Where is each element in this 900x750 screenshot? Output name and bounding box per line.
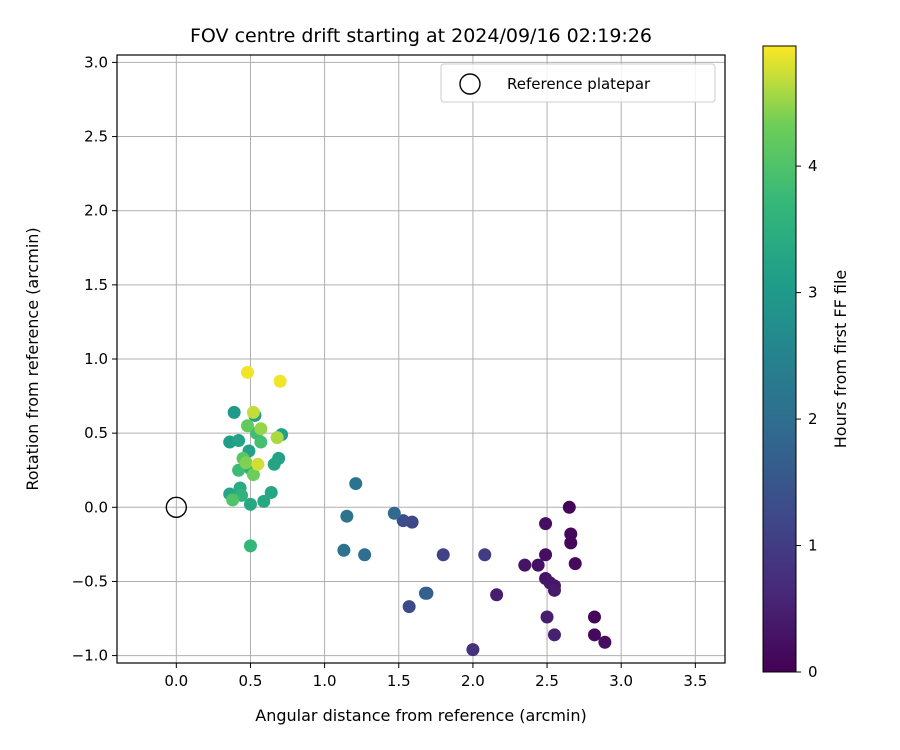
data-point <box>518 558 532 572</box>
data-point <box>243 497 257 511</box>
legend-label: Reference platepar <box>507 75 651 93</box>
data-point <box>257 494 271 508</box>
data-point <box>246 405 260 419</box>
data-point <box>387 506 401 520</box>
data-point <box>562 500 576 514</box>
data-point <box>478 548 492 562</box>
x-tick-label: 3.0 <box>609 672 633 690</box>
data-point <box>251 457 265 471</box>
data-point <box>490 588 504 602</box>
chart-title: FOV centre drift starting at 2024/09/16 … <box>190 25 652 47</box>
data-point <box>540 610 554 624</box>
data-point <box>539 517 553 531</box>
data-points <box>223 365 612 657</box>
data-point <box>539 548 553 562</box>
y-tick-label: 0.5 <box>84 424 108 442</box>
data-point <box>588 610 602 624</box>
data-point <box>227 405 241 419</box>
x-tick-label: 1.0 <box>313 672 337 690</box>
colorbar-label: Hours from first FF file <box>831 270 850 449</box>
data-point <box>254 435 268 449</box>
data-point <box>564 527 578 541</box>
y-tick-label: 0.0 <box>84 498 108 516</box>
x-tick-label: 3.5 <box>683 672 707 690</box>
colorbar-tick-label: 1 <box>808 537 818 555</box>
data-point <box>396 514 410 528</box>
x-axis-ticks: 0.0 0.5 1.0 1.5 2.0 2.5 3.0 3.5 <box>164 663 707 690</box>
legend-marker <box>459 73 481 95</box>
x-tick-label: 1.5 <box>387 672 411 690</box>
data-point <box>337 543 351 557</box>
data-point <box>243 539 257 553</box>
reference-marker <box>165 496 188 518</box>
colorbar-ticks: 0 1 2 3 4 <box>796 157 818 681</box>
y-tick-label: 1.0 <box>84 350 108 368</box>
colorbar-tick-label: 0 <box>808 663 818 681</box>
data-point <box>239 456 253 470</box>
data-point <box>547 583 561 597</box>
y-tick-label: −0.5 <box>72 572 108 590</box>
colorbar: 0 1 2 3 4 Hours from first FF file <box>762 45 850 681</box>
data-point <box>340 509 354 523</box>
legend-box <box>440 63 716 103</box>
legend: Reference platepar <box>440 63 716 103</box>
data-point <box>240 365 254 379</box>
data-point <box>466 643 480 657</box>
data-point <box>270 431 284 445</box>
data-point <box>273 374 287 388</box>
data-point <box>358 548 372 562</box>
data-point <box>240 419 254 433</box>
grid <box>117 55 725 663</box>
data-point <box>418 586 432 600</box>
data-point <box>564 536 578 550</box>
colorbar-gradient <box>762 45 797 673</box>
y-tick-label: 3.0 <box>84 53 108 71</box>
data-point <box>436 548 450 562</box>
y-tick-label: −1.0 <box>72 647 108 665</box>
data-point <box>588 628 602 642</box>
colorbar-tick-label: 2 <box>808 410 818 428</box>
y-tick-label: 1.5 <box>84 276 108 294</box>
data-point <box>568 557 582 571</box>
y-tick-label: 2.0 <box>84 202 108 220</box>
data-point <box>246 468 260 482</box>
x-tick-label: 0.5 <box>239 672 263 690</box>
x-tick-label: 2.5 <box>535 672 559 690</box>
x-axis-label: Angular distance from reference (arcmin) <box>255 706 586 725</box>
y-axis-label: Rotation from reference (arcmin) <box>23 227 42 490</box>
data-point <box>226 493 240 507</box>
data-point <box>547 628 561 642</box>
x-tick-label: 2.0 <box>461 672 485 690</box>
data-point <box>531 558 545 572</box>
data-point <box>402 600 416 614</box>
colorbar-tick-label: 3 <box>808 284 818 302</box>
data-point <box>232 434 246 448</box>
data-point <box>254 422 268 436</box>
y-axis-ticks: −1.0 −0.5 0.0 0.5 1.0 1.5 2.0 2.5 3.0 <box>72 53 117 665</box>
data-point <box>264 485 278 499</box>
data-point <box>349 477 363 491</box>
y-tick-label: 2.5 <box>84 128 108 146</box>
reference-marker-group <box>165 496 188 518</box>
data-point <box>598 635 612 649</box>
data-point <box>267 457 281 471</box>
x-tick-label: 0.0 <box>164 672 188 690</box>
colorbar-tick-label: 4 <box>808 157 818 175</box>
